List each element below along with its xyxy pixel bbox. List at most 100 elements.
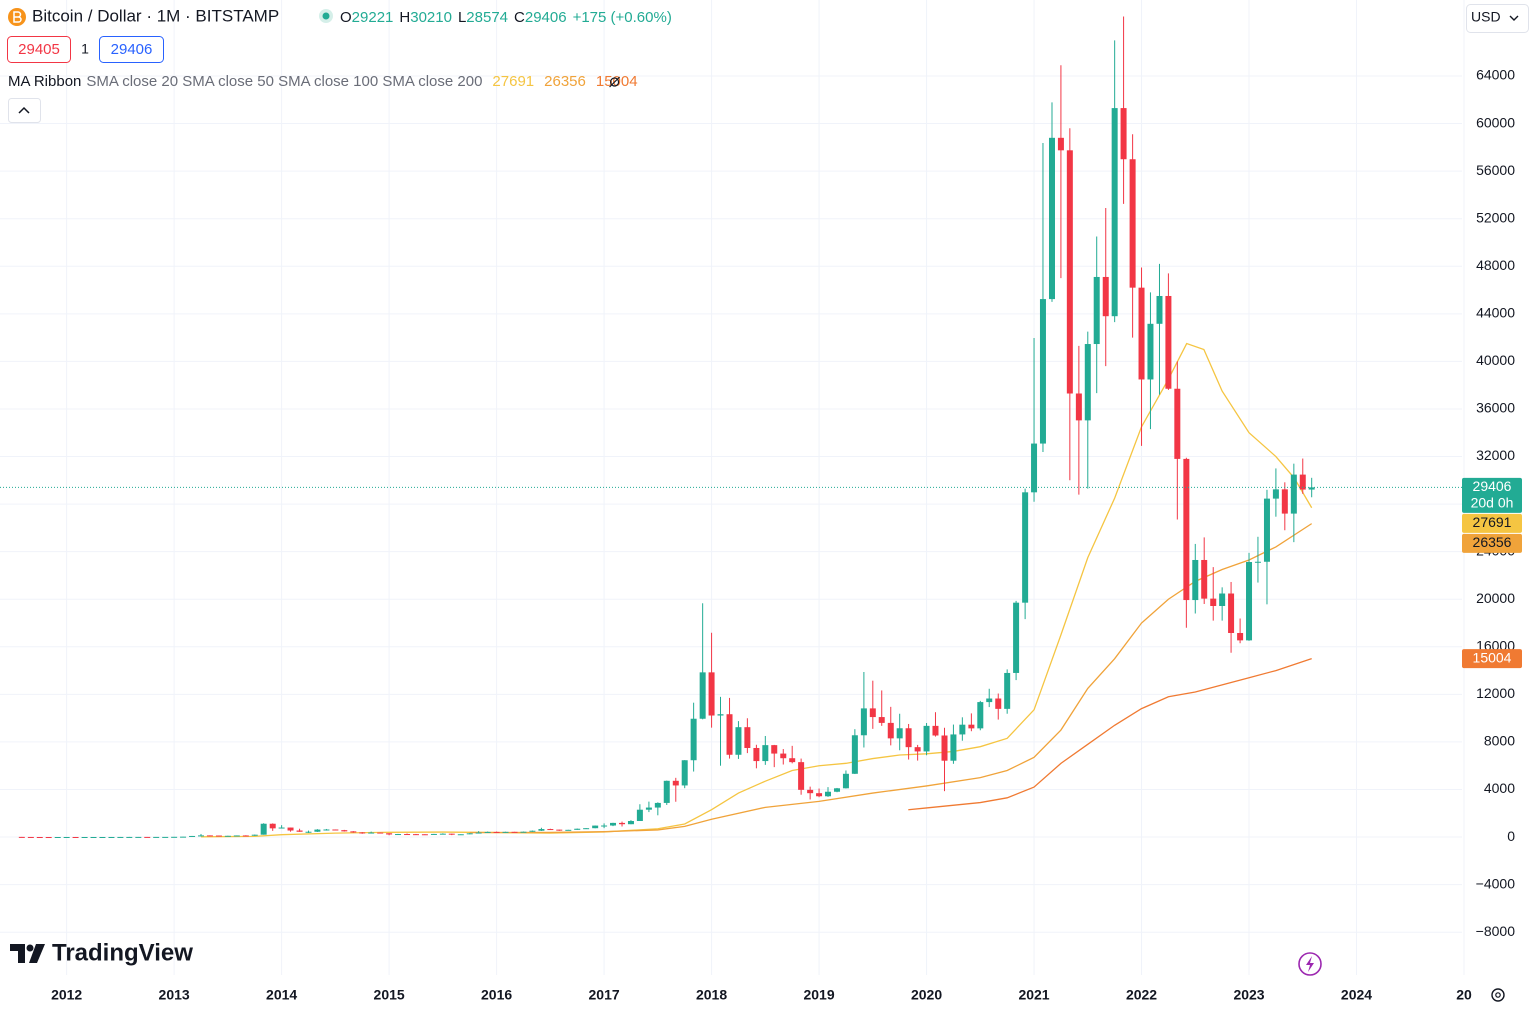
order-quantity[interactable]: 1 xyxy=(81,41,89,57)
candle-body xyxy=(1254,561,1261,563)
buy-button[interactable] xyxy=(99,36,164,63)
x-tick-label: 2016 xyxy=(481,987,512,1003)
candle-body xyxy=(681,760,688,786)
candle-body xyxy=(762,745,769,762)
y-tick-label: 44000 xyxy=(1476,305,1515,321)
collapse-button[interactable] xyxy=(8,98,41,123)
y-tick-label: 64000 xyxy=(1476,67,1515,83)
price-label-box xyxy=(1462,477,1522,513)
x-tick-label: 2023 xyxy=(1233,987,1264,1003)
grid xyxy=(0,0,1465,975)
currency-button[interactable] xyxy=(1466,4,1529,33)
candle-body xyxy=(645,807,652,810)
price-label-box xyxy=(1462,533,1522,553)
candle-body xyxy=(851,735,858,774)
candle-body xyxy=(475,832,482,834)
candle-body xyxy=(771,745,778,754)
candle-body xyxy=(99,836,106,838)
candle-body xyxy=(323,829,330,831)
indicator-value: 27691 xyxy=(492,73,534,90)
y-tick-label: 48000 xyxy=(1476,257,1515,273)
collapse-chevron xyxy=(18,106,30,114)
candle-body xyxy=(502,831,509,833)
indicator-title: MA Ribbon xyxy=(8,73,81,90)
candle-body xyxy=(726,714,733,755)
candle-body xyxy=(1013,602,1020,673)
lightning-button[interactable] xyxy=(1298,952,1322,976)
candle-body xyxy=(153,836,160,838)
candle-body xyxy=(421,834,428,836)
candle-body xyxy=(1031,443,1038,493)
logo-mark-t xyxy=(10,944,25,963)
candle-body xyxy=(869,708,876,718)
candle-body xyxy=(1174,388,1181,459)
logo-mark-v xyxy=(29,944,45,963)
candle-body xyxy=(72,836,79,838)
candle-body xyxy=(1129,159,1136,288)
ohlc-key: H xyxy=(399,9,410,26)
candle-body xyxy=(18,836,25,838)
candle-body xyxy=(242,835,249,837)
candle-body xyxy=(511,831,518,833)
candle-body xyxy=(547,829,554,831)
candle-body xyxy=(1022,492,1029,603)
price-label-box xyxy=(1462,649,1522,669)
candle-body xyxy=(1039,299,1046,444)
candle-body xyxy=(824,791,831,797)
candle-body xyxy=(986,698,993,703)
brand-logo[interactable]: TradingView xyxy=(10,939,193,966)
hide-indicator-icon[interactable] xyxy=(609,76,621,88)
candle-body xyxy=(162,836,169,838)
candle-body xyxy=(180,836,187,838)
x-tick-label: 2020 xyxy=(911,987,942,1003)
candle-body xyxy=(1111,108,1118,317)
candle-body xyxy=(654,802,661,808)
candle-body xyxy=(430,833,437,835)
candle-body xyxy=(457,834,464,836)
x-tick-label: 2021 xyxy=(1018,987,1049,1003)
candle-body xyxy=(1138,287,1145,380)
x-tick-label: 2015 xyxy=(374,987,405,1003)
candle-body xyxy=(905,728,912,748)
icon-slash xyxy=(609,76,621,88)
candle-body xyxy=(1272,489,1279,499)
candle-body xyxy=(305,831,312,833)
coin-glyph xyxy=(13,11,22,23)
settings-button[interactable] xyxy=(1491,988,1505,1002)
y-tick-label: 4000 xyxy=(1484,780,1515,796)
candle-body xyxy=(610,822,617,826)
candle-body xyxy=(90,836,97,838)
ma-line xyxy=(908,658,1312,811)
price-label: 15004 xyxy=(1473,649,1512,665)
candle-body xyxy=(484,831,491,833)
y-tick-label: 40000 xyxy=(1476,352,1515,368)
sell-button[interactable] xyxy=(7,36,71,63)
candle-body xyxy=(1192,559,1199,601)
candle-body xyxy=(834,788,841,792)
x-tick-label: 20 xyxy=(1456,987,1472,1003)
buy-price: 29406 xyxy=(111,41,153,58)
brand-name: TradingView xyxy=(52,939,193,966)
icon-ring xyxy=(609,77,620,87)
candle-body xyxy=(717,714,724,716)
candle-body xyxy=(171,836,178,838)
candle-body xyxy=(287,827,294,831)
indicator-value: 15004 xyxy=(596,73,638,90)
candle-body xyxy=(1147,323,1154,380)
candle-body xyxy=(690,718,697,761)
candle-body xyxy=(1210,598,1217,607)
candle-body xyxy=(574,828,581,830)
candle-body xyxy=(1263,498,1270,562)
x-tick-label: 2022 xyxy=(1126,987,1157,1003)
candle-body xyxy=(1048,137,1055,300)
x-tick-label: 2024 xyxy=(1341,987,1372,1003)
ohlc-value: 30210 xyxy=(410,9,452,26)
candle-body xyxy=(1165,295,1172,389)
candle-body xyxy=(189,835,196,837)
candle-body xyxy=(807,789,814,794)
candle-body xyxy=(395,834,402,836)
y-tick-label: 56000 xyxy=(1476,162,1515,178)
candle-body xyxy=(1057,137,1064,151)
